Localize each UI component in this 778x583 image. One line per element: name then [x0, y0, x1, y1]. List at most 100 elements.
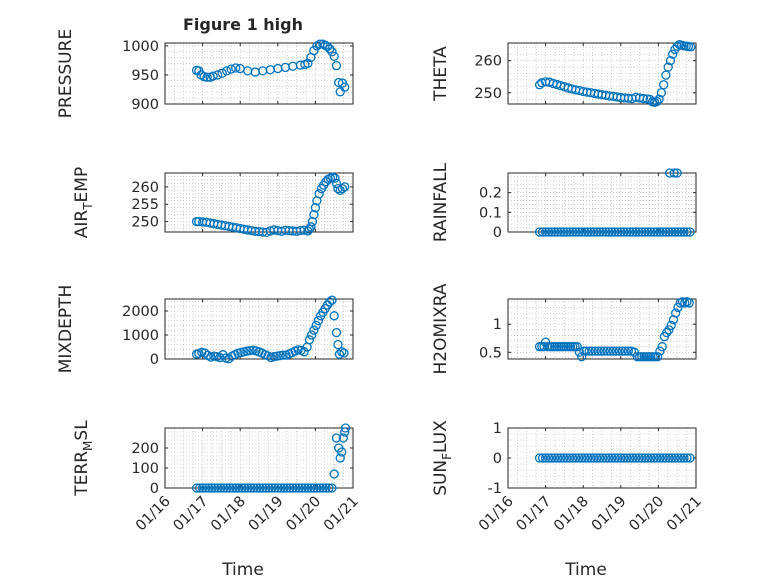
- x-tick-label: 01/21: [321, 494, 362, 535]
- x-axis-label-left: Time: [221, 560, 264, 580]
- data-point: [652, 352, 663, 362]
- data-point: [628, 453, 638, 463]
- y-tick-label: 250: [474, 86, 502, 102]
- data-point: [611, 346, 621, 356]
- data-point: [667, 227, 677, 237]
- data-point: [640, 227, 650, 237]
- data-point: [625, 453, 635, 463]
- data-point: [670, 227, 680, 237]
- data-point: [592, 227, 602, 237]
- data-point: [331, 178, 342, 189]
- data-point: [661, 227, 671, 237]
- data-point: [586, 227, 596, 237]
- data-point: [622, 453, 632, 463]
- x-tick-label: 01/16: [133, 494, 174, 535]
- x-tick-label: 01/20: [626, 494, 667, 535]
- data-point: [682, 227, 692, 237]
- data-point: [595, 227, 605, 237]
- data-point: [655, 453, 665, 463]
- data-point: [655, 227, 665, 237]
- y-tick-label: 260: [474, 54, 502, 70]
- data-point: [577, 352, 587, 362]
- data-point: [552, 453, 563, 463]
- data-point: [622, 227, 632, 237]
- data-point: [668, 49, 678, 59]
- data-point: [589, 227, 599, 237]
- y-tick-label: 100: [131, 461, 159, 477]
- data-point: [209, 483, 220, 493]
- data-point: [619, 453, 629, 463]
- data-point: [278, 350, 288, 360]
- data-point: [555, 227, 566, 237]
- data-point: [565, 453, 575, 463]
- data-point: [212, 483, 223, 493]
- data-point: [537, 227, 548, 237]
- data-point: [534, 453, 545, 463]
- data-point: [586, 453, 596, 463]
- y-tick-label: 1: [493, 317, 502, 333]
- data-point: [312, 483, 322, 493]
- subplot-mixdepth: 0 1000 2000 MIXDEPTH: [56, 285, 354, 373]
- data-point: [297, 483, 307, 493]
- data-point: [643, 227, 653, 237]
- data-point: [552, 227, 563, 237]
- data-point: [671, 308, 681, 318]
- data-point: [614, 346, 624, 356]
- data-point: [329, 311, 339, 321]
- data-point: [672, 168, 682, 178]
- data-point: [685, 453, 695, 463]
- x-tick-label: 01/17: [514, 494, 555, 535]
- data-point: [592, 453, 602, 463]
- data-point: [601, 227, 611, 237]
- x-tick-label: 01/19: [246, 494, 287, 535]
- data-point: [331, 433, 342, 443]
- data-point: [631, 453, 641, 463]
- data-point: [340, 182, 350, 192]
- y-tick-label: 1: [493, 421, 502, 437]
- data-point: [339, 348, 349, 358]
- data-point: [643, 453, 653, 463]
- data-point: [540, 227, 551, 237]
- data-point: [598, 453, 608, 463]
- data-point: [667, 453, 677, 463]
- y-tick-label: 1000: [122, 39, 159, 55]
- data-point: [304, 224, 315, 234]
- data-point: [222, 66, 232, 76]
- data-point: [666, 320, 676, 331]
- data-point: [267, 483, 277, 493]
- data-point: [655, 346, 665, 356]
- data-point: [623, 346, 633, 356]
- data-point: [215, 352, 225, 363]
- y-tick-label: 0.5: [479, 345, 502, 361]
- y-axis-label: RAINFALL: [431, 162, 451, 242]
- subplot-theta: 250 260 THETA: [431, 39, 697, 108]
- y-tick-label: 1000: [122, 328, 159, 344]
- x-tick-label: 01/20: [283, 494, 324, 535]
- data-point: [669, 168, 679, 178]
- data-point: [649, 227, 659, 237]
- data-point: [673, 227, 683, 237]
- data-point: [571, 453, 581, 463]
- data-point: [329, 51, 339, 62]
- data-point: [543, 453, 554, 463]
- axes-box: [164, 298, 354, 360]
- data-point: [261, 483, 271, 493]
- data-point: [587, 346, 597, 356]
- data-point: [321, 483, 331, 493]
- series-markers: [534, 39, 696, 108]
- data-point: [327, 295, 337, 305]
- data-point: [640, 453, 650, 463]
- data-point: [237, 483, 247, 493]
- data-point: [601, 453, 611, 463]
- data-point: [228, 483, 238, 493]
- data-point: [546, 227, 557, 237]
- data-point: [331, 327, 342, 338]
- data-point: [340, 427, 350, 437]
- data-point: [311, 320, 321, 331]
- data-point: [197, 483, 208, 493]
- subplot-h2omixra: 0.5 1 H2OMIXRA: [431, 283, 697, 375]
- data-point: [658, 227, 668, 237]
- data-point: [219, 483, 229, 493]
